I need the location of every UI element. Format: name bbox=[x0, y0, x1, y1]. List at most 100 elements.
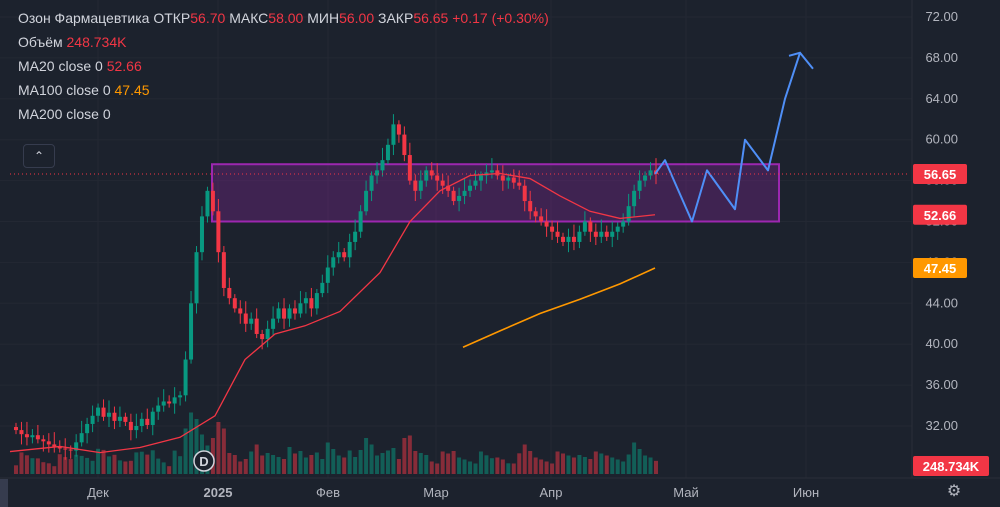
candle-body bbox=[577, 231, 582, 242]
volume-bar bbox=[74, 454, 79, 474]
candle-body bbox=[68, 449, 73, 451]
candle-body bbox=[85, 423, 90, 434]
collapse-legend-button[interactable]: ⌃ bbox=[23, 144, 55, 168]
price-tick-label: 40.00 bbox=[925, 336, 958, 351]
candle-body bbox=[648, 170, 653, 176]
scroll-handle[interactable] bbox=[0, 479, 8, 507]
volume-bar bbox=[632, 442, 637, 474]
gear-icon: ⚙ bbox=[946, 483, 962, 500]
volume-bar bbox=[68, 459, 73, 474]
volume-bar bbox=[194, 419, 199, 474]
candle-body bbox=[216, 211, 221, 253]
candle-body bbox=[336, 252, 341, 258]
volume-bar bbox=[566, 455, 571, 474]
candle-body bbox=[550, 226, 555, 232]
volume-bar bbox=[522, 444, 527, 474]
volume-bar bbox=[637, 449, 642, 474]
candle-body bbox=[145, 418, 150, 425]
ma20-label: MA20 close 0 bbox=[18, 58, 103, 74]
price-tags: 56.65 52.66 47.45 248.734K bbox=[913, 163, 989, 476]
volume-bar bbox=[260, 455, 265, 474]
volume-tag bbox=[913, 456, 989, 476]
volume-bar bbox=[429, 461, 434, 474]
candle-body bbox=[561, 236, 566, 242]
volume-row[interactable]: Объём 248.734K bbox=[18, 30, 549, 54]
low-label: МИН bbox=[307, 10, 340, 26]
volume-bar bbox=[161, 462, 166, 474]
volume-bar bbox=[63, 457, 68, 474]
low-value: 56.00 bbox=[339, 10, 375, 26]
candle-body bbox=[582, 221, 587, 232]
candle-body bbox=[637, 180, 642, 191]
forecast-arrow bbox=[654, 51, 814, 223]
volume-bar bbox=[331, 449, 336, 474]
volume-bar bbox=[533, 457, 538, 474]
candle-body bbox=[473, 180, 478, 186]
ohlc-row: Озон Фармацевтика ОТКР56.70 МАКС58.00 МИ… bbox=[18, 6, 549, 30]
candle-body bbox=[117, 416, 122, 421]
candle-body bbox=[353, 231, 358, 242]
price-tick-label: 68.00 bbox=[925, 50, 958, 65]
volume-bar bbox=[626, 454, 631, 474]
change-value: +0.17 (+0.30%) bbox=[452, 10, 549, 26]
volume-bar bbox=[610, 457, 615, 474]
volume-bar bbox=[424, 455, 429, 474]
candle-body bbox=[495, 170, 500, 176]
candle-body bbox=[418, 180, 423, 191]
volume-bar bbox=[90, 460, 95, 474]
candle-body bbox=[375, 170, 380, 176]
candle-body bbox=[128, 421, 133, 431]
volume-bar bbox=[57, 454, 62, 474]
candle-body bbox=[593, 231, 598, 237]
candlesticks bbox=[14, 114, 658, 460]
volume-bar bbox=[375, 455, 380, 474]
candle-body bbox=[139, 418, 144, 426]
volume-bar bbox=[643, 455, 648, 474]
time-axis[interactable]: Дек 2025 Фев Мар Апр Май Июн bbox=[87, 485, 819, 500]
volume-bar bbox=[380, 453, 385, 474]
dividend-marker[interactable]: D bbox=[193, 450, 215, 472]
dividend-marker-circle[interactable] bbox=[193, 450, 215, 472]
candle-body bbox=[364, 190, 369, 212]
candle-body bbox=[506, 177, 511, 181]
volume-bar bbox=[85, 457, 90, 474]
candle-body bbox=[96, 407, 101, 416]
candle-body bbox=[210, 190, 215, 212]
candle-body bbox=[413, 180, 418, 191]
volume-bar bbox=[271, 455, 276, 474]
time-tick-label: Июн bbox=[793, 485, 819, 500]
candle-body bbox=[172, 397, 177, 404]
candle-body bbox=[626, 206, 631, 222]
volume-bar bbox=[385, 450, 390, 474]
candle-body bbox=[205, 190, 210, 217]
time-tick-label: Фев bbox=[316, 485, 340, 500]
ma200-row[interactable]: MA200 close 0 bbox=[18, 102, 549, 126]
candle-body bbox=[243, 313, 248, 324]
price-tick-label: 32.00 bbox=[925, 418, 958, 433]
candle-body bbox=[232, 298, 237, 309]
candle-body bbox=[19, 430, 24, 435]
volume-bar bbox=[555, 451, 560, 474]
settings-button[interactable]: ⚙ bbox=[944, 482, 964, 502]
ma100-row[interactable]: MA100 close 0 47.45 bbox=[18, 78, 549, 102]
volume-bar bbox=[484, 455, 489, 474]
ma20-row[interactable]: MA20 close 0 52.66 bbox=[18, 54, 549, 78]
symbol-name[interactable]: Озон Фармацевтика bbox=[18, 10, 150, 26]
price-tick-label: 60.00 bbox=[925, 132, 958, 147]
volume-bar bbox=[582, 457, 587, 474]
candle-body bbox=[156, 405, 161, 412]
candle-body bbox=[254, 318, 259, 334]
volume-value: 248.734K bbox=[66, 34, 127, 50]
candle-body bbox=[112, 412, 117, 421]
candle-body bbox=[331, 257, 336, 268]
candle-body bbox=[571, 236, 576, 242]
volume-bar bbox=[511, 463, 516, 474]
volume-bar bbox=[167, 466, 172, 474]
candle-body bbox=[123, 416, 128, 422]
candle-body bbox=[30, 435, 35, 438]
ma200-label: MA200 close 0 bbox=[18, 106, 111, 122]
volume-bars bbox=[14, 412, 658, 474]
candle-body bbox=[396, 124, 401, 135]
price-tag bbox=[913, 204, 967, 225]
